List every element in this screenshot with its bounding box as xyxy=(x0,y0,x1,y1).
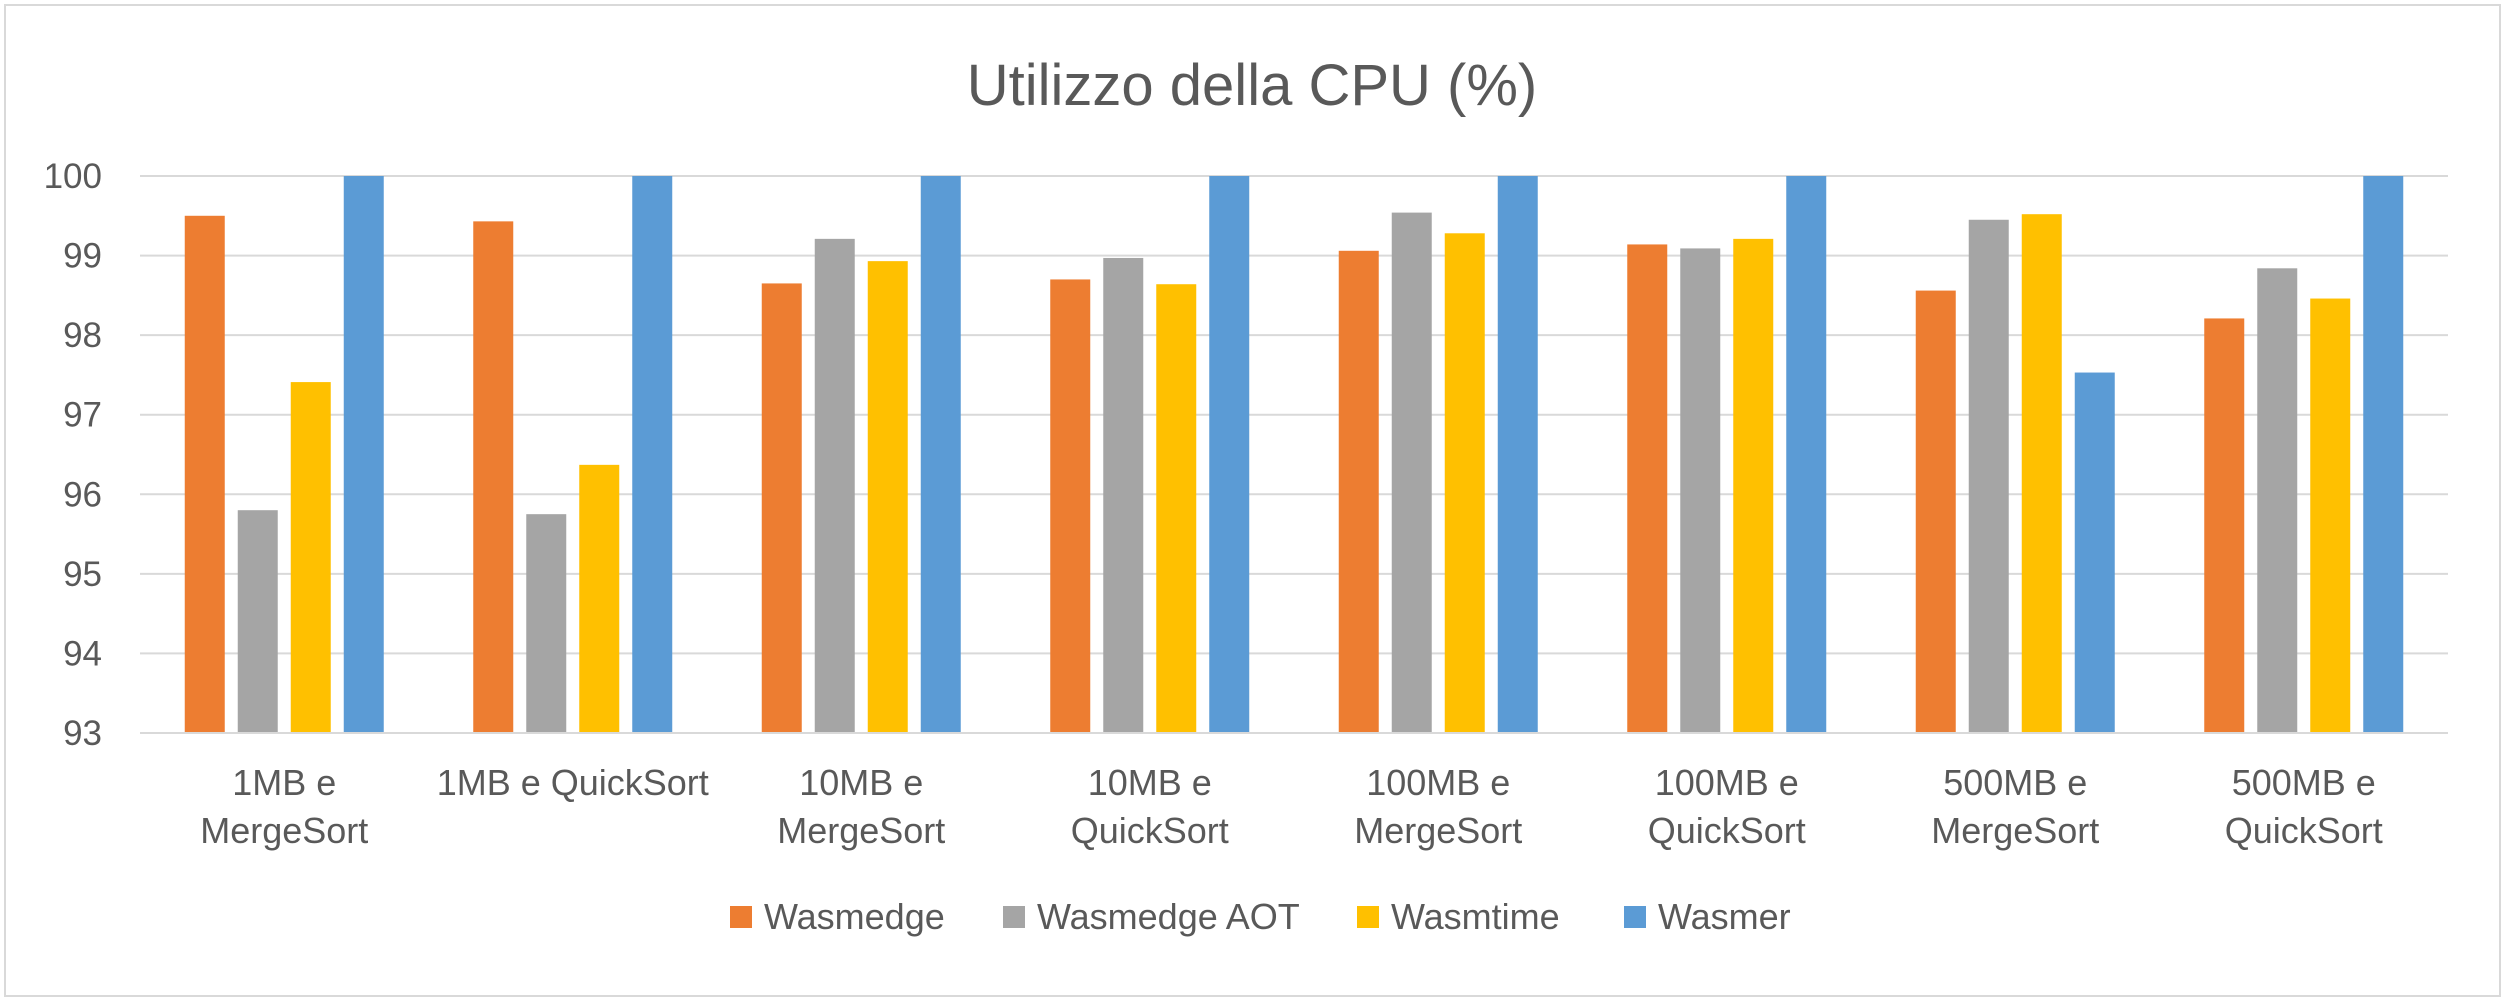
y-axis-ticks: 93 94 95 96 97 98 99 100 xyxy=(44,157,102,753)
bars xyxy=(184,176,2404,734)
y-tick-label: 94 xyxy=(63,634,102,673)
y-tick-label: 99 xyxy=(63,237,102,276)
legend-swatch xyxy=(1003,906,1025,928)
bar-wasmtime xyxy=(2021,214,2062,734)
bar-wasmedge xyxy=(1338,250,1379,733)
legend-label: Wasmer xyxy=(1658,896,1791,937)
x-category-label: QuickSort xyxy=(2225,810,2383,851)
bar-wasmedge xyxy=(184,215,225,734)
legend-label: Wasmedge xyxy=(764,896,945,937)
bar-wasmer xyxy=(2074,372,2115,733)
legend: Wasmedge Wasmedge AOT Wasmtime Wasmer xyxy=(730,896,1791,937)
x-category-label: 500MB e xyxy=(2232,762,2376,803)
bar-wasmedge xyxy=(2204,318,2245,733)
bar-wasmer xyxy=(1209,176,1250,733)
legend-label: Wasmtime xyxy=(1391,896,1560,937)
bar-wasmedge-aot xyxy=(1103,257,1144,733)
bar-wasmedge-aot xyxy=(2257,268,2298,733)
x-category-label: MergeSort xyxy=(200,810,368,851)
legend-swatch xyxy=(1357,906,1379,928)
bar-wasmedge-aot xyxy=(526,514,567,733)
bar-wasmtime xyxy=(1156,284,1197,733)
x-category-label: QuickSort xyxy=(1071,810,1229,851)
bar-wasmedge xyxy=(473,221,514,733)
chart-area: Utilizzo della CPU (%) 93 94 95 96 97 98 99 100… xyxy=(4,4,2501,997)
x-category-label: 100MB e xyxy=(1366,762,1510,803)
legend-label: Wasmedge AOT xyxy=(1037,896,1300,937)
x-category-label: 1MB e xyxy=(232,762,336,803)
bar-wasmedge-aot xyxy=(1680,248,1721,733)
bar-wasmedge-aot xyxy=(237,510,278,733)
bar-wasmer xyxy=(1786,176,1827,733)
bar-wasmedge-aot xyxy=(1968,219,2009,733)
x-category-label: MergeSort xyxy=(777,810,945,851)
gridlines xyxy=(140,175,2448,655)
legend-swatch xyxy=(730,906,752,928)
x-category-label: 100MB e xyxy=(1655,762,1799,803)
y-tick-label: 100 xyxy=(44,157,102,196)
x-category-label: 10MB e xyxy=(799,762,923,803)
x-axis-categories: 1MB e MergeSort 1MB e QuickSort 10MB e Merge… xyxy=(200,762,2383,851)
bar-wasmedge-aot xyxy=(814,238,855,733)
y-tick-label: 96 xyxy=(63,475,102,514)
bar-wasmedge-aot xyxy=(1391,212,1432,734)
y-tick-label: 95 xyxy=(63,555,102,594)
bar-chart: Utilizzo della CPU (%) 93 94 95 96 97 98 99 100… xyxy=(44,53,2448,937)
bar-wasmtime xyxy=(1444,233,1485,733)
x-category-label: 10MB e xyxy=(1088,762,1212,803)
bar-wasmtime xyxy=(1733,238,1774,733)
legend-swatch xyxy=(1624,906,1646,928)
bar-wasmer xyxy=(343,176,384,733)
bar-wasmedge xyxy=(1050,279,1091,733)
x-category-label: 1MB e QuickSort xyxy=(437,762,709,803)
bar-wasmtime xyxy=(2310,298,2351,733)
bar-wasmer xyxy=(1497,176,1538,733)
chart-title: Utilizzo della CPU (%) xyxy=(967,53,1537,118)
y-tick-label: 97 xyxy=(63,396,102,435)
bar-wasmer xyxy=(2363,176,2404,733)
y-tick-label: 93 xyxy=(63,714,102,753)
bar-wasmtime xyxy=(290,382,331,733)
bar-wasmtime xyxy=(579,464,620,733)
bar-wasmedge xyxy=(1915,290,1956,733)
bar-wasmedge xyxy=(1627,244,1668,733)
bar-wasmer xyxy=(632,176,673,733)
x-category-label: 500MB e xyxy=(1943,762,2087,803)
x-category-label: MergeSort xyxy=(1354,810,1522,851)
x-category-label: QuickSort xyxy=(1648,810,1806,851)
bar-wasmedge xyxy=(761,283,802,733)
bar-wasmer xyxy=(920,176,961,733)
bar-wasmtime xyxy=(867,261,908,733)
y-tick-label: 98 xyxy=(63,316,102,355)
x-category-label: MergeSort xyxy=(1931,810,2099,851)
